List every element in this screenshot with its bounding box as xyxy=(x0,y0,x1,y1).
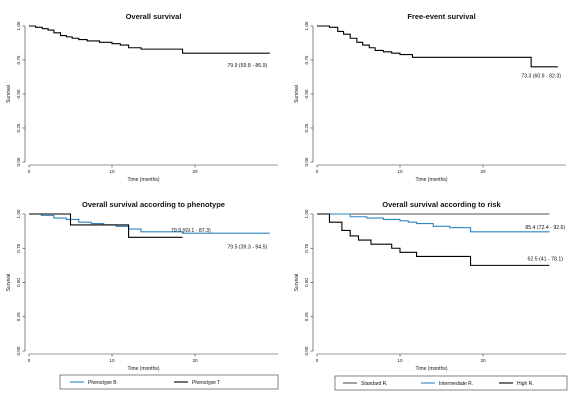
survival-curve-high-r xyxy=(317,213,550,266)
x-tick-label: 20 xyxy=(480,169,486,174)
y-tick-label: 0.50 xyxy=(304,278,309,287)
survival-estimate-label: 79.9 (69.8 - 86.9) xyxy=(227,63,267,69)
x-tick-label: 0 xyxy=(316,169,319,174)
y-tick-label: 0.25 xyxy=(16,312,21,321)
legend-box xyxy=(334,375,568,391)
chart-title: Overall survival according to phenotype xyxy=(82,200,225,209)
x-tick-label: 20 xyxy=(192,358,198,363)
survival-curve-phenotype-t xyxy=(29,213,183,238)
survival-estimate-label: 62.5 (41 - 78.1) xyxy=(528,257,564,263)
legend: Standard R. Intermediate R. High R. xyxy=(334,375,568,391)
x-tick-label: 20 xyxy=(480,358,486,363)
y-tick-label: 0.50 xyxy=(16,278,21,287)
x-tick-label: 10 xyxy=(109,358,115,363)
x-tick-label: 10 xyxy=(109,169,115,174)
y-tick-label: 1.00 xyxy=(304,209,309,218)
x-tick-label: 0 xyxy=(28,358,31,363)
y-tick-label: 0.25 xyxy=(304,123,309,132)
legend-entry: Phenotype T xyxy=(192,380,220,386)
y-tick-label: 0.50 xyxy=(304,89,309,98)
chart-title: Free-event survival xyxy=(407,12,475,21)
y-axis-label: Survival xyxy=(294,85,300,103)
y-tick-label: 0.50 xyxy=(16,89,21,98)
legend-box xyxy=(59,374,279,390)
x-tick-label: 0 xyxy=(28,169,31,174)
survival-estimate-label: 73.3 (60.9 - 82.3) xyxy=(521,74,561,80)
y-tick-label: 0.75 xyxy=(304,55,309,64)
legend: Phenotype B Phenotype T xyxy=(59,374,279,390)
y-tick-label: 0.25 xyxy=(16,123,21,132)
y-tick-label: 0.00 xyxy=(16,157,21,166)
y-axis-label: Survival xyxy=(6,274,12,292)
y-tick-label: 0.75 xyxy=(304,243,309,252)
survival-estimate-label: 79.5 (39.3 - 94.5) xyxy=(227,244,267,250)
x-tick-label: 20 xyxy=(192,169,198,174)
chart-title: Overall survival according to risk xyxy=(382,200,501,209)
y-tick-label: 0.00 xyxy=(304,346,309,355)
chart-panel-1: Overall survival 0 10 20 0.00 0.25 0.50 0.75 1.0… xyxy=(6,12,278,183)
chart-title: Overall survival xyxy=(126,12,182,21)
legend-entry: Intermediate R. xyxy=(439,381,473,387)
x-axis-label: Time (months) xyxy=(127,366,159,372)
legend-entry: Phenotype B xyxy=(88,380,117,386)
x-tick-label: 0 xyxy=(316,358,319,363)
y-tick-label: 0.75 xyxy=(16,243,21,252)
survival-curve-phenotype-b xyxy=(29,213,270,234)
survival-curve-series-1 xyxy=(317,25,558,68)
y-tick-label: 0.00 xyxy=(16,346,21,355)
y-tick-label: 0.25 xyxy=(304,312,309,321)
x-tick-label: 10 xyxy=(397,358,403,363)
x-axis-label: Time (months) xyxy=(415,366,447,372)
x-axis-label: Time (months) xyxy=(415,177,447,183)
y-tick-label: 1.00 xyxy=(16,21,21,30)
y-tick-label: 0.00 xyxy=(304,157,309,166)
survival-curve-series-1 xyxy=(29,25,270,54)
y-tick-label: 0.75 xyxy=(16,55,21,64)
survival-estimate-label: 85.4 (72.4 - 92.6) xyxy=(525,225,565,231)
y-axis-label: Survival xyxy=(6,85,12,103)
survival-estimate-label: 79.9 (69.1 - 87.3) xyxy=(171,228,211,234)
y-tick-label: 1.00 xyxy=(16,209,21,218)
x-axis-label: Time (months) xyxy=(127,177,159,183)
x-tick-label: 10 xyxy=(397,169,403,174)
y-tick-label: 1.00 xyxy=(304,21,309,30)
chart-panel-3: Overall survival according to phenotype 0… xyxy=(6,200,279,390)
legend-entry: Standard R. xyxy=(361,381,388,387)
chart-panel-2: Free-event survival 0 10 20 0.00 0.25 0.50 0.75… xyxy=(294,12,566,183)
survival-curve-intermediate-r xyxy=(317,213,550,233)
legend-entry: High R. xyxy=(517,381,534,387)
y-axis-label: Survival xyxy=(294,274,300,292)
chart-panel-4: Overall survival according to risk 0 10 20 0… xyxy=(294,200,568,391)
